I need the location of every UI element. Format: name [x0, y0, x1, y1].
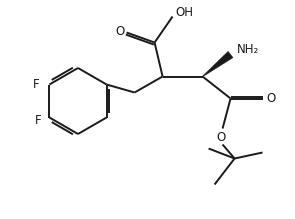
Text: O: O	[216, 131, 225, 144]
Polygon shape	[202, 51, 233, 77]
Text: OH: OH	[176, 6, 194, 19]
Text: O: O	[266, 92, 275, 105]
Text: F: F	[35, 114, 41, 127]
Text: F: F	[33, 78, 40, 91]
Text: O: O	[115, 25, 124, 38]
Text: NH₂: NH₂	[237, 43, 259, 56]
